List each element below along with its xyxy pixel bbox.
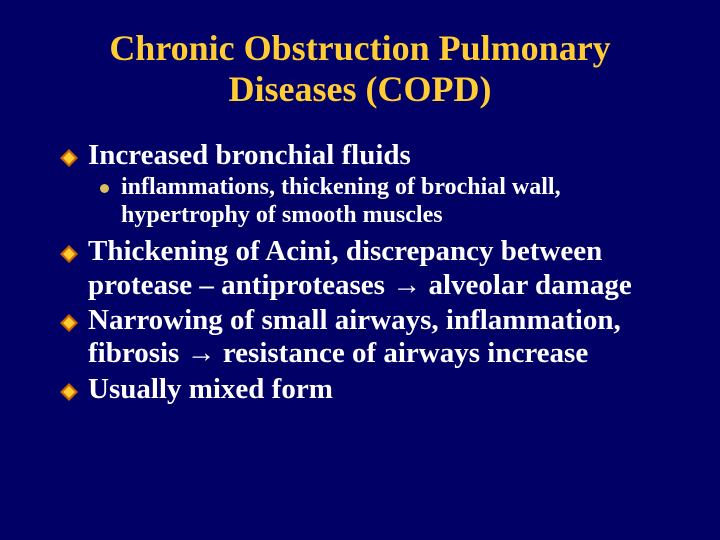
list-item-text: Increased bronchial fluids bbox=[88, 139, 411, 172]
circle-bullet-icon bbox=[100, 184, 109, 193]
diamond-bullet-icon bbox=[60, 149, 78, 167]
list-item-text: Narrowing of small airways, inflammation… bbox=[88, 304, 670, 371]
slide: Chronic Obstruction Pulmonary Diseases (… bbox=[0, 0, 720, 540]
diamond-bullet-icon bbox=[60, 245, 78, 263]
slide-title: Chronic Obstruction Pulmonary Diseases (… bbox=[50, 28, 670, 111]
list-item-text: Usually mixed form bbox=[88, 373, 333, 406]
sub-list-item: inflammations, thickening of brochial wa… bbox=[100, 174, 670, 229]
list-item-text: Thickening of Acini, discrepancy between… bbox=[88, 235, 670, 302]
list-item: Increased bronchial fluids bbox=[60, 139, 670, 172]
list-item: Narrowing of small airways, inflammation… bbox=[60, 304, 670, 371]
list-item: Usually mixed form bbox=[60, 373, 670, 406]
sub-list-item-text: inflammations, thickening of brochial wa… bbox=[121, 174, 670, 229]
slide-content: Increased bronchial fluids inflammations… bbox=[50, 139, 670, 406]
diamond-bullet-icon bbox=[60, 314, 78, 332]
diamond-bullet-icon bbox=[60, 383, 78, 401]
list-item: Thickening of Acini, discrepancy between… bbox=[60, 235, 670, 302]
